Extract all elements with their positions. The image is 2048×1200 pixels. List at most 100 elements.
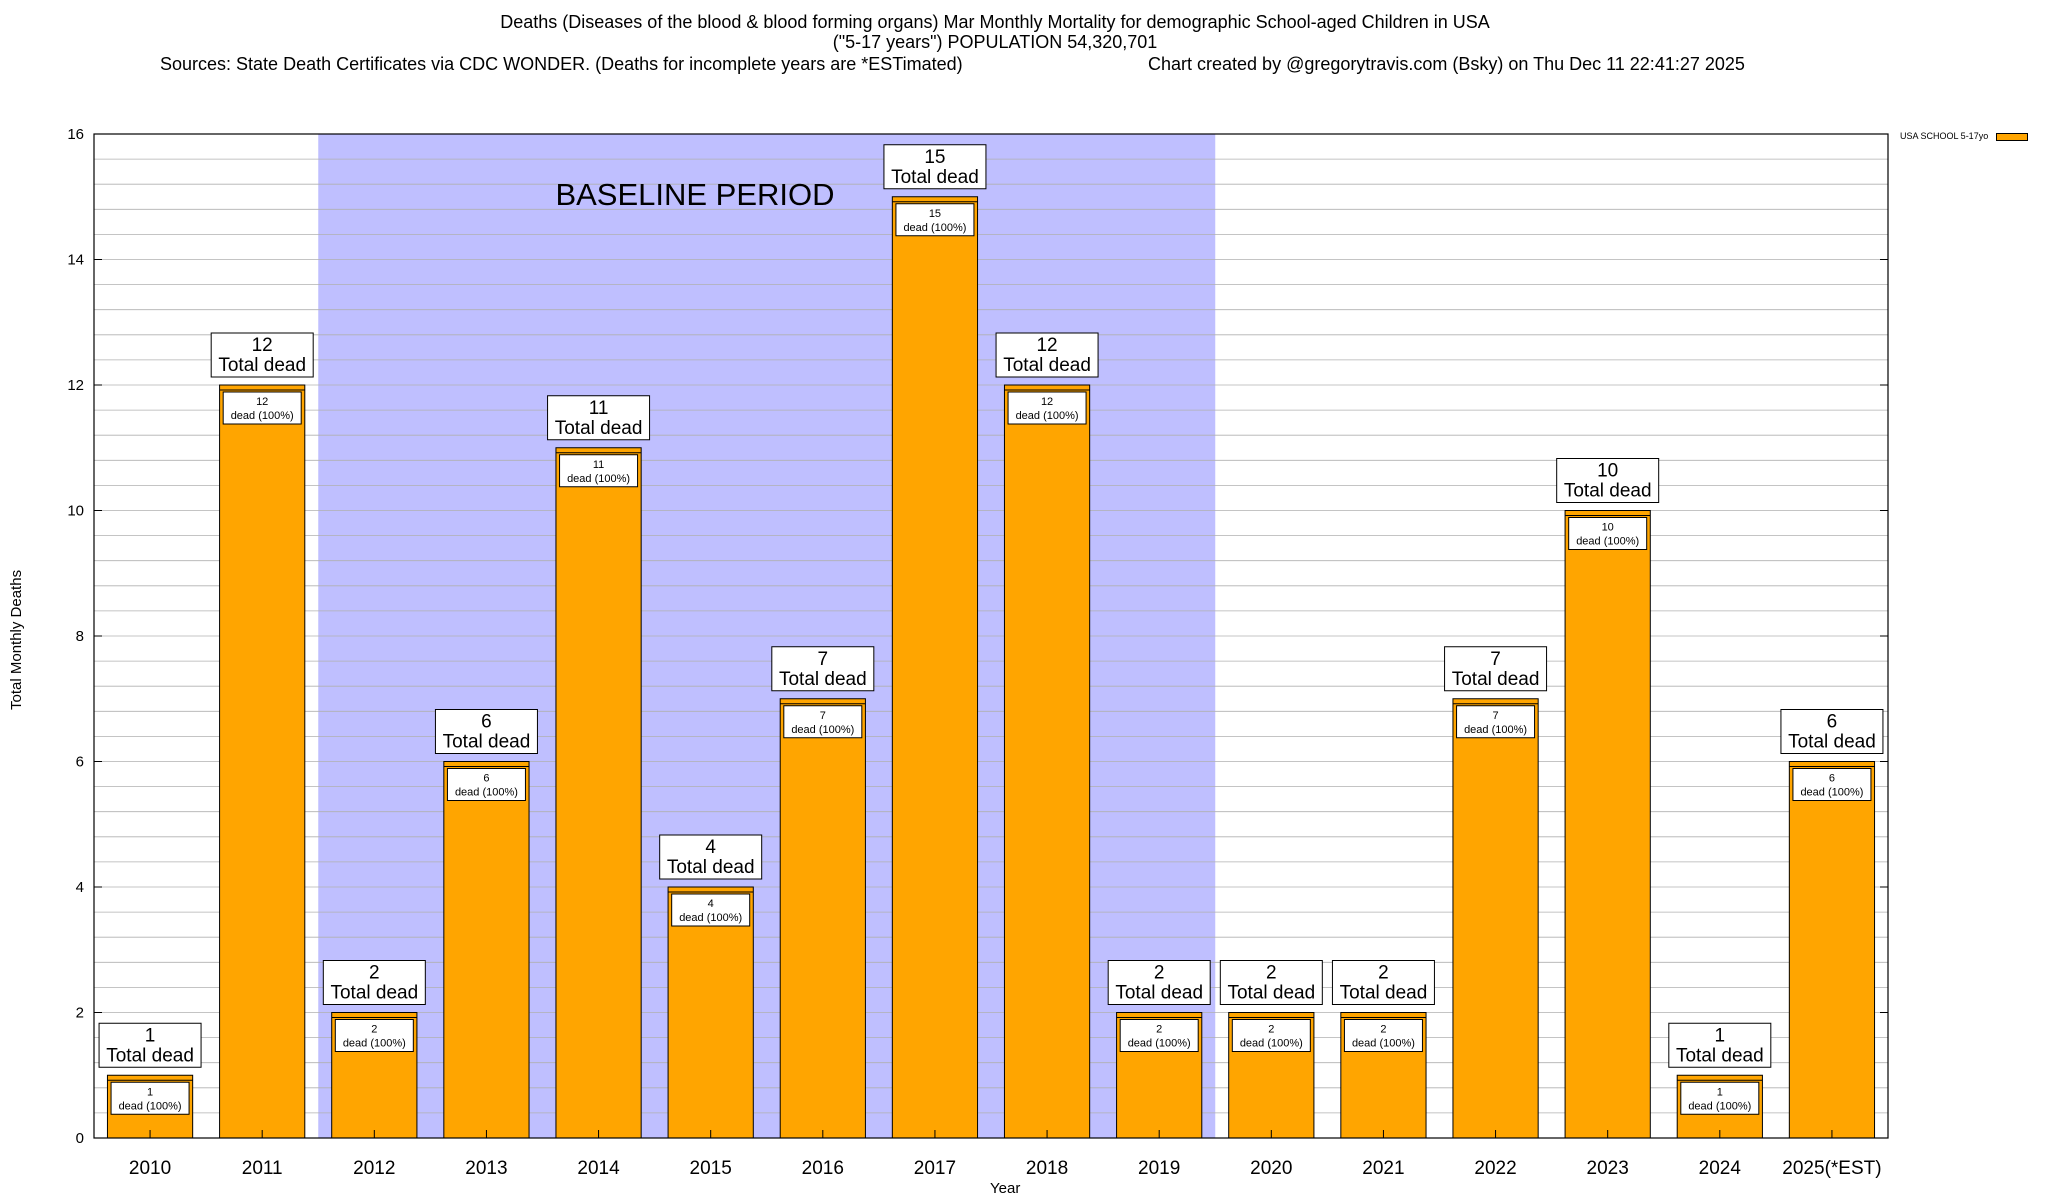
total-label-box bbox=[771, 646, 875, 692]
x-tick-label: 2025(*EST) bbox=[1782, 1158, 1881, 1179]
x-tick-label: 2013 bbox=[465, 1158, 507, 1179]
baseline-period-label: BASELINE PERIOD bbox=[555, 177, 834, 212]
total-label-value: 12 bbox=[1036, 335, 1057, 356]
x-tick-label: 2011 bbox=[242, 1158, 283, 1179]
inner-label-box bbox=[222, 391, 302, 425]
inner-label-box bbox=[783, 705, 863, 739]
x-tick-label: 2022 bbox=[1474, 1158, 1516, 1179]
inner-label-value: 7 bbox=[1493, 710, 1499, 722]
total-label-box bbox=[434, 709, 538, 754]
total-label-value: 11 bbox=[589, 398, 609, 419]
total-label-text: Total dead bbox=[891, 167, 979, 188]
bar bbox=[1564, 510, 1651, 1139]
total-label-text: Total dead bbox=[1227, 983, 1315, 1004]
inner-label-text: dead (100%) bbox=[1128, 1038, 1191, 1050]
x-tick-label: 2019 bbox=[1138, 1158, 1180, 1179]
inner-label-box bbox=[1680, 1081, 1760, 1115]
y-tick-label: 10 bbox=[67, 503, 84, 520]
total-label-value: 15 bbox=[924, 147, 945, 168]
x-tick-label: 2018 bbox=[1026, 1158, 1068, 1179]
inner-label-text: dead (100%) bbox=[1688, 1100, 1751, 1112]
total-label-box bbox=[1444, 646, 1548, 692]
inner-label-value: 12 bbox=[256, 396, 268, 408]
total-label-box bbox=[1219, 960, 1323, 1005]
inner-label-value: 4 bbox=[708, 898, 714, 910]
total-label-text: Total dead bbox=[330, 983, 418, 1004]
y-tick-label: 14 bbox=[67, 252, 84, 269]
inner-label-value: 12 bbox=[1041, 396, 1053, 408]
total-label-box bbox=[547, 395, 651, 441]
inner-label-text: dead (100%) bbox=[343, 1038, 406, 1050]
bar bbox=[1788, 761, 1876, 1139]
total-label-box bbox=[1331, 960, 1435, 1005]
inner-label-text: dead (100%) bbox=[455, 787, 518, 799]
legend-swatch bbox=[1996, 132, 2029, 141]
bar bbox=[891, 196, 979, 1139]
inner-label-value: 2 bbox=[1380, 1024, 1386, 1036]
inner-label-box bbox=[559, 454, 639, 488]
inner-label-box bbox=[1231, 1019, 1311, 1052]
plot-frame bbox=[93, 133, 1889, 1139]
inner-label-value: 6 bbox=[1829, 773, 1835, 785]
total-label-box bbox=[1556, 458, 1660, 503]
inner-label-text: dead (100%) bbox=[567, 473, 630, 485]
x-tick-label: 2015 bbox=[690, 1158, 732, 1179]
inner-label-value: 10 bbox=[1602, 522, 1614, 534]
chart-credit: Chart created by @gregorytravis.com (Bsk… bbox=[1148, 54, 1745, 74]
total-label-box bbox=[1780, 709, 1884, 754]
inner-label-box bbox=[1792, 768, 1872, 801]
total-label-text: Total dead bbox=[1564, 481, 1652, 502]
x-tick-label: 2010 bbox=[129, 1158, 171, 1179]
title-line-2: ("5-17 years") POPULATION 54,320,701 bbox=[832, 32, 1158, 52]
total-label-value: 2 bbox=[1154, 963, 1165, 984]
total-label-value: 2 bbox=[369, 963, 380, 984]
total-label-text: Total dead bbox=[443, 732, 531, 753]
inner-label-box bbox=[671, 893, 751, 927]
inner-label-value: 1 bbox=[147, 1086, 153, 1098]
chart-title: Deaths (Diseases of the blood & blood fo… bbox=[0, 12, 1990, 52]
y-tick-label: 6 bbox=[76, 754, 84, 771]
total-label-text: Total dead bbox=[106, 1045, 194, 1066]
y-tick-label: 12 bbox=[67, 377, 84, 394]
inner-label-value: 11 bbox=[593, 459, 604, 471]
inner-label-box bbox=[1119, 1019, 1199, 1052]
title-line-1: Deaths (Diseases of the blood & blood fo… bbox=[500, 12, 1490, 32]
inner-label-value: 7 bbox=[820, 710, 826, 722]
total-label-box bbox=[210, 332, 314, 378]
y-axis-title: Total Monthly Deaths bbox=[8, 569, 25, 710]
inner-label-text: dead (100%) bbox=[903, 222, 966, 234]
x-tick-label: 2016 bbox=[802, 1158, 844, 1179]
total-label-box bbox=[995, 332, 1099, 378]
total-label-value: 4 bbox=[705, 837, 716, 858]
inner-label-box bbox=[1007, 391, 1087, 425]
inner-label-text: dead (100%) bbox=[1464, 724, 1527, 736]
inner-label-text: dead (100%) bbox=[1576, 536, 1639, 548]
total-label-box bbox=[1107, 960, 1211, 1005]
total-label-value: 7 bbox=[818, 649, 829, 670]
total-label-text: Total dead bbox=[1340, 983, 1428, 1004]
x-axis-title: Year bbox=[990, 1180, 1021, 1197]
total-label-text: Total dead bbox=[1003, 355, 1091, 376]
y-tick-label: 2 bbox=[76, 1005, 84, 1022]
total-label-value: 6 bbox=[481, 712, 492, 733]
inner-label-text: dead (100%) bbox=[1352, 1038, 1415, 1050]
inner-label-box bbox=[446, 768, 526, 801]
inner-label-text: dead (100%) bbox=[1240, 1038, 1303, 1050]
total-label-text: Total dead bbox=[1115, 983, 1203, 1004]
total-label-text: Total dead bbox=[555, 418, 643, 439]
inner-label-value: 1 bbox=[1717, 1086, 1723, 1098]
bar bbox=[555, 447, 642, 1139]
total-label-value: 10 bbox=[1597, 461, 1618, 482]
x-tick-label: 2014 bbox=[577, 1158, 620, 1179]
total-label-box bbox=[659, 834, 763, 880]
inner-label-text: dead (100%) bbox=[1800, 787, 1863, 799]
inner-label-box bbox=[334, 1019, 414, 1052]
total-label-box bbox=[883, 144, 987, 190]
y-tick-label: 8 bbox=[76, 628, 84, 645]
total-label-text: Total dead bbox=[779, 669, 867, 690]
bar bbox=[219, 384, 306, 1139]
total-label-box bbox=[322, 960, 426, 1005]
total-label-value: 2 bbox=[1378, 963, 1389, 984]
x-tick-label: 2023 bbox=[1587, 1158, 1629, 1179]
